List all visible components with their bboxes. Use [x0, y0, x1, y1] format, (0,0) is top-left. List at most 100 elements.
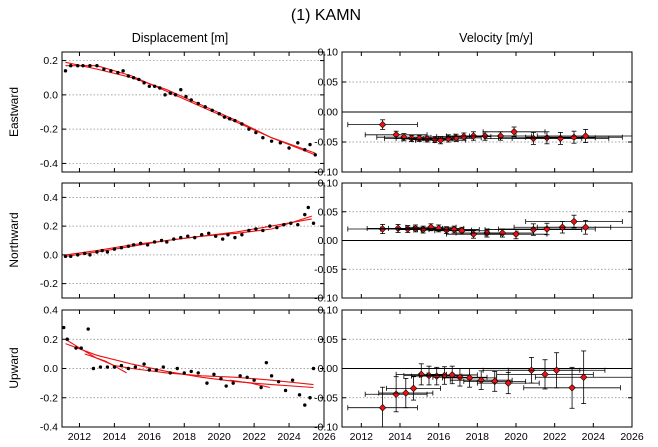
- y-tick-label: -0.2: [40, 392, 58, 404]
- data-point: [261, 228, 265, 233]
- data-point: [276, 379, 281, 384]
- data-point: [159, 238, 164, 243]
- y-tick-label: -0.2: [40, 278, 58, 290]
- data-point: [109, 69, 113, 73]
- x-tick-label: 2020: [504, 431, 528, 443]
- data-point: [278, 141, 283, 145]
- data-point: [161, 365, 166, 369]
- y-tick-label: 0.2: [43, 221, 58, 233]
- data-point: [193, 235, 197, 240]
- data-point: [311, 221, 316, 225]
- data-point: [63, 69, 68, 73]
- data-point: [83, 251, 87, 256]
- panel-disp-east: 0.2 0.0 -0.2 -0.4: [40, 51, 325, 173]
- data-point: [254, 130, 258, 135]
- velocity-marker: [581, 132, 590, 140]
- data-point: [245, 375, 249, 379]
- data-point: [69, 64, 73, 68]
- data-point: [283, 388, 288, 393]
- data-point: [303, 212, 307, 217]
- y-tick-label: -0.10: [314, 422, 338, 434]
- velocity-marker: [378, 403, 387, 412]
- data-point: [119, 363, 124, 368]
- y-tick-label: 0.2: [43, 334, 58, 346]
- velocity-marker: [529, 225, 538, 234]
- data-point: [231, 381, 235, 385]
- panel-grid: Eastward Northward Upward 0.2 0.0 -0.2 -0.4 0.1…: [7, 47, 644, 444]
- data-point: [268, 224, 272, 228]
- data-point: [200, 233, 204, 237]
- data-point: [306, 205, 310, 210]
- data-point: [261, 136, 265, 140]
- y-tick-label: -0.05: [314, 137, 338, 149]
- data-point: [88, 253, 92, 257]
- fit-line: [65, 61, 316, 156]
- velocity-marker: [570, 217, 578, 226]
- row-label-northward: Northward: [7, 212, 21, 267]
- data-point: [275, 225, 279, 230]
- data-point: [224, 384, 228, 388]
- y-tick-label: 0.10: [318, 178, 339, 190]
- data-point: [163, 93, 167, 97]
- velocity-marker: [570, 133, 578, 141]
- data-point: [119, 245, 124, 250]
- data-point: [142, 362, 146, 366]
- data-point: [233, 118, 237, 123]
- data-point: [282, 222, 286, 227]
- data-point: [269, 374, 274, 378]
- data-point: [121, 69, 125, 73]
- y-tick-label: -0.10: [314, 167, 338, 179]
- data-point: [179, 235, 183, 240]
- velocity-marker: [512, 230, 520, 238]
- data-point: [86, 327, 90, 331]
- data-point: [147, 368, 152, 372]
- y-tick-label: 0.05: [318, 77, 339, 89]
- data-point: [303, 403, 307, 407]
- panel-frame: [61, 51, 325, 173]
- data-point: [91, 366, 96, 371]
- x-tick-label: 2026: [312, 431, 336, 443]
- data-point: [254, 227, 258, 231]
- data-point: [240, 122, 244, 126]
- y-tick-label: 0.0: [43, 89, 58, 101]
- plot-area: [347, 214, 632, 240]
- data-point: [212, 372, 216, 377]
- data-point: [172, 237, 176, 241]
- panel-disp-north: 0.4 0.2 0.0 -0.2: [40, 182, 325, 299]
- data-point: [264, 360, 269, 365]
- data-point: [259, 385, 263, 390]
- x-tick-label: 2012: [350, 431, 374, 443]
- y-tick-label: -0.05: [314, 392, 338, 404]
- y-tick-label: 0.00: [318, 235, 339, 247]
- panel-frame: [341, 182, 633, 299]
- data-point: [287, 146, 291, 150]
- data-point: [142, 81, 146, 85]
- panel-vel-north: 0.10 0.05 0.00 -0.05 -0.10: [314, 178, 633, 305]
- panel-vel-up: 0.10 0.05 0.00 -0.05 -0.10 2012 2014 2016 2018 20…: [314, 305, 644, 444]
- panel-frame: [61, 309, 325, 428]
- data-point: [247, 228, 251, 233]
- data-point: [205, 381, 209, 385]
- x-tick-label: 2024: [582, 431, 606, 443]
- y-tick-label: -0.10: [314, 293, 338, 305]
- y-tick-label: 0.05: [318, 334, 339, 346]
- velocity-marker: [378, 120, 387, 129]
- data-point: [65, 337, 69, 341]
- data-point: [95, 250, 99, 254]
- data-point: [145, 243, 150, 247]
- velocity-marker: [498, 229, 507, 237]
- velocity-marker: [581, 223, 590, 231]
- data-point: [296, 222, 300, 227]
- data-point: [173, 93, 178, 97]
- data-point: [100, 248, 104, 253]
- velocity-marker: [504, 379, 512, 387]
- data-point: [240, 233, 244, 237]
- data-point: [269, 139, 274, 143]
- x-tick-label: 2018: [466, 431, 490, 443]
- y-tick-label: 0.10: [318, 47, 339, 59]
- x-tick-label: 2018: [173, 431, 197, 443]
- panel-frame: [341, 309, 633, 428]
- data-point: [126, 74, 131, 78]
- data-point: [290, 378, 295, 382]
- data-point: [303, 148, 307, 152]
